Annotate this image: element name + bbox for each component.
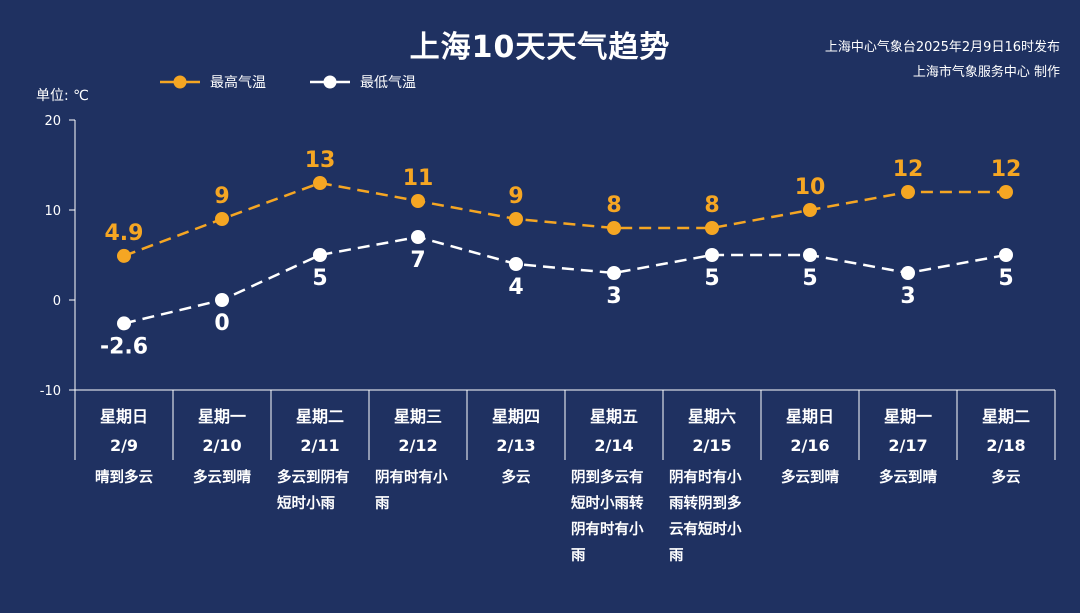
y-axis-unit-label: 单位: ℃ (36, 88, 89, 104)
weather-description: 多云到阴有短时小雨 (277, 470, 350, 512)
data-label-max: 13 (305, 148, 336, 173)
data-point-min (803, 248, 817, 262)
data-point-min (215, 293, 229, 307)
series-line-min (123, 235, 1007, 325)
data-point-min (999, 248, 1013, 262)
data-label-max: 8 (606, 193, 621, 218)
data-label-max: 8 (704, 193, 719, 218)
x-tick-weekday: 星期一 (198, 407, 246, 426)
legend-label-max: 最高气温 (210, 75, 266, 91)
data-label-min: 5 (998, 266, 1013, 291)
y-tick-label: 10 (44, 204, 61, 219)
weather-description: 多云到晴 (879, 470, 937, 486)
page-title: 上海10天天气趋势 (409, 30, 671, 65)
issuer-text: 上海中心气象台2025年2月9日16时发布 (824, 40, 1060, 55)
data-point-max (901, 185, 915, 199)
x-tick-weekday: 星期五 (590, 407, 638, 426)
data-label-max: 4.9 (105, 221, 144, 246)
data-label-min: 5 (802, 266, 817, 291)
y-tick-label: -10 (40, 384, 61, 399)
weather-description: 阴有时有小雨转阴到多云有短时小雨 (669, 470, 742, 564)
x-tick-weekday: 星期二 (296, 407, 344, 426)
data-label-max: 12 (991, 157, 1022, 182)
x-tick-weekday: 星期二 (982, 407, 1030, 426)
x-tick-date: 2/13 (496, 436, 535, 455)
legend-item-min: 最低气温 (310, 72, 416, 92)
data-label-max: 11 (403, 166, 434, 191)
producer-text: 上海市气象服务中心 制作 (912, 65, 1060, 80)
x-tick-date: 2/10 (202, 436, 241, 455)
data-label-min: 5 (704, 266, 719, 291)
data-point-max (313, 176, 327, 190)
data-label-min: 0 (214, 311, 229, 336)
data-point-min (117, 316, 131, 331)
data-label-min: 7 (410, 248, 425, 273)
data-point-min (509, 257, 523, 271)
data-point-max (215, 212, 229, 226)
series-line-max (123, 181, 1006, 258)
data-point-max (117, 248, 131, 263)
x-tick-date: 2/17 (888, 436, 927, 455)
y-tick-label: 0 (53, 294, 61, 309)
data-point-min (411, 230, 425, 244)
weather-description: 多云到晴 (781, 470, 839, 486)
x-tick-weekday: 星期一 (884, 407, 932, 426)
x-tick-weekday: 星期六 (688, 407, 736, 426)
weather-description: 多云到晴 (193, 470, 251, 486)
data-label-min: 4 (508, 275, 523, 300)
y-tick-label: 20 (44, 114, 61, 129)
x-tick-date: 2/16 (790, 436, 829, 455)
legend-marker-min (310, 75, 350, 89)
data-label-min: -2.6 (100, 334, 148, 359)
weather-description: 阴到多云有短时小雨转阴有时有小雨 (571, 470, 644, 564)
data-point-min (901, 266, 915, 280)
x-tick-weekday: 星期日 (786, 407, 834, 426)
weather-description: 阴有时有小雨 (375, 470, 448, 512)
x-tick-weekday: 星期四 (492, 407, 540, 426)
legend-item-max: 最高气温 (160, 72, 266, 92)
data-point-max (411, 194, 425, 208)
x-tick-date: 2/12 (398, 436, 437, 455)
data-label-max: 12 (893, 157, 924, 182)
data-point-max (803, 203, 817, 217)
x-tick-date: 2/14 (594, 436, 633, 455)
data-point-min (607, 266, 621, 280)
x-tick-date: 2/11 (300, 436, 339, 455)
x-tick-date: 2/18 (986, 436, 1025, 455)
weather-description: 多云 (991, 470, 1021, 486)
weather-description: 多云 (501, 470, 531, 486)
weather-description: 晴到多云 (95, 470, 153, 486)
data-label-max: 9 (214, 184, 229, 209)
data-label-max: 9 (508, 184, 523, 209)
data-point-max (607, 221, 621, 235)
data-label-min: 5 (312, 266, 327, 291)
data-point-max (705, 221, 719, 235)
x-tick-weekday: 星期三 (394, 407, 442, 426)
data-point-min (313, 248, 327, 262)
x-tick-date: 2/15 (692, 436, 731, 455)
legend-label-min: 最低气温 (360, 75, 416, 91)
data-label-min: 3 (900, 284, 915, 309)
x-tick-date: 2/9 (110, 436, 138, 455)
legend-marker-max (160, 75, 200, 89)
data-label-min: 3 (606, 284, 621, 309)
data-point-min (705, 248, 719, 262)
data-point-max (999, 185, 1013, 199)
x-tick-weekday: 星期日 (100, 407, 148, 426)
data-point-max (509, 212, 523, 226)
data-label-max: 10 (795, 175, 826, 200)
